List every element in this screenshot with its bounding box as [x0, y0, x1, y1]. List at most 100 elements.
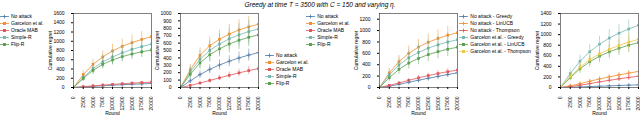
html-text:Flip-R: Flip-R [11, 41, 25, 47]
svg-text:12500: 12500 [118, 96, 124, 110]
svg-text:12500: 12500 [606, 96, 612, 110]
svg-text:10000: 10000 [216, 96, 222, 110]
svg-text:600: 600 [362, 50, 371, 56]
svg-text:15000: 15000 [615, 96, 621, 110]
svg-text:0: 0 [557, 96, 563, 99]
svg-text:100: 100 [163, 77, 172, 83]
html-text:Oracle MAB: Oracle MAB [276, 66, 304, 72]
svg-text:12500: 12500 [425, 96, 431, 110]
svg-text:1600: 1600 [53, 10, 64, 16]
svg-text:700: 700 [163, 32, 172, 38]
html-text:Oracle MAB: Oracle MAB [317, 27, 345, 33]
svg-text:200: 200 [362, 73, 371, 79]
html-text:No attack - LinUCB: No attack - LinUCB [470, 20, 514, 26]
svg-text:15000: 15000 [236, 96, 242, 110]
svg-text:17500: 17500 [444, 96, 450, 110]
svg-text:Cumulative regret: Cumulative regret [47, 30, 53, 70]
svg-text:17500: 17500 [625, 96, 631, 110]
svg-text:200: 200 [56, 75, 65, 81]
svg-text:1200: 1200 [540, 21, 551, 27]
svg-text:5000: 5000 [89, 96, 95, 107]
svg-text:2500: 2500 [187, 96, 193, 107]
svg-text:Cumulative regret: Cumulative regret [534, 30, 540, 70]
svg-text:1000: 1000 [359, 27, 370, 33]
svg-text:0: 0 [367, 84, 370, 90]
svg-text:5000: 5000 [576, 96, 582, 107]
svg-text:5000: 5000 [395, 96, 401, 107]
svg-text:12500: 12500 [226, 96, 232, 110]
html-text:Flip-R: Flip-R [276, 80, 290, 86]
html-text:No attack - Greedy: No attack - Greedy [470, 13, 513, 19]
svg-text:400: 400 [163, 55, 172, 61]
svg-text:10000: 10000 [109, 96, 115, 110]
html-text:Oracle MAB: Oracle MAB [11, 27, 38, 33]
svg-text:20000: 20000 [635, 96, 640, 110]
svg-text:Cumulative regret: Cumulative regret [353, 30, 359, 70]
svg-text:Round: Round [212, 110, 227, 116]
svg-text:600: 600 [163, 40, 172, 46]
svg-text:0: 0 [70, 96, 76, 99]
svg-text:900: 900 [163, 18, 172, 24]
svg-text:1400: 1400 [53, 19, 64, 25]
svg-text:200: 200 [163, 69, 172, 75]
svg-text:800: 800 [56, 47, 65, 53]
svg-text:1000: 1000 [540, 31, 551, 37]
svg-text:Cumulative regret: Cumulative regret [154, 30, 160, 70]
svg-text:1200: 1200 [359, 16, 370, 22]
html-text:Simple-R: Simple-R [276, 73, 297, 79]
svg-text:1200: 1200 [53, 29, 64, 35]
svg-text:1000: 1000 [160, 10, 171, 16]
svg-text:400: 400 [362, 61, 371, 67]
svg-text:600: 600 [56, 56, 65, 62]
svg-text:0: 0 [169, 84, 172, 90]
svg-text:300: 300 [163, 62, 172, 68]
html-text:Simple-R: Simple-R [317, 34, 338, 40]
svg-text:Round: Round [105, 110, 120, 116]
svg-text:15000: 15000 [128, 96, 134, 110]
svg-text:0: 0 [376, 96, 382, 99]
svg-text:800: 800 [163, 25, 172, 31]
svg-text:400: 400 [56, 66, 65, 72]
svg-text:7500: 7500 [405, 96, 411, 107]
html-text:Garcelon et al.: Garcelon et al. [11, 20, 44, 26]
html-text:No attack: No attack [11, 13, 33, 19]
html-text:Greedy at time T = 3500 with C: Greedy at time T = 3500 with C = 150 and… [244, 1, 396, 8]
svg-text:10000: 10000 [415, 96, 421, 110]
svg-text:0: 0 [549, 84, 552, 90]
svg-text:500: 500 [163, 47, 172, 53]
html-text:Garcelon et al.: Garcelon et al. [276, 59, 309, 65]
svg-text:15000: 15000 [434, 96, 440, 110]
svg-text:2500: 2500 [79, 96, 85, 107]
html-text:Flip-R: Flip-R [317, 41, 331, 47]
svg-text:800: 800 [362, 39, 371, 45]
svg-text:Round: Round [411, 110, 426, 116]
svg-text:0: 0 [177, 96, 183, 99]
html-text:Garcelon et al.: Garcelon et al. [317, 20, 350, 26]
svg-text:20000: 20000 [255, 96, 261, 110]
html-text:No attack - Thompson: No attack - Thompson [470, 27, 520, 33]
html-text:No attack: No attack [276, 52, 298, 58]
svg-text:1400: 1400 [540, 10, 551, 16]
svg-text:10000: 10000 [596, 96, 602, 110]
svg-text:600: 600 [543, 52, 552, 58]
svg-text:7500: 7500 [99, 96, 105, 107]
svg-text:800: 800 [543, 42, 552, 48]
svg-text:2500: 2500 [386, 96, 392, 107]
html-text:Garcelon et al. - LinUCB: Garcelon et al. - LinUCB [470, 41, 525, 47]
svg-text:20000: 20000 [147, 96, 154, 111]
svg-text:20000: 20000 [454, 96, 460, 110]
svg-text:7500: 7500 [206, 96, 212, 107]
svg-text:5000: 5000 [197, 96, 203, 107]
svg-text:200: 200 [543, 74, 552, 80]
svg-text:17500: 17500 [245, 96, 251, 110]
svg-text:0: 0 [61, 84, 64, 90]
svg-text:Round: Round [592, 110, 607, 116]
svg-text:7500: 7500 [586, 96, 592, 107]
html-text:No attack: No attack [317, 13, 339, 19]
svg-text:17500: 17500 [138, 96, 144, 110]
html-text:Garcelon et al. - Greedy: Garcelon et al. - Greedy [470, 34, 524, 40]
svg-text:2500: 2500 [567, 96, 573, 107]
svg-text:400: 400 [543, 63, 552, 69]
svg-text:1000: 1000 [53, 38, 64, 44]
html-text:Simple-R: Simple-R [11, 34, 32, 40]
